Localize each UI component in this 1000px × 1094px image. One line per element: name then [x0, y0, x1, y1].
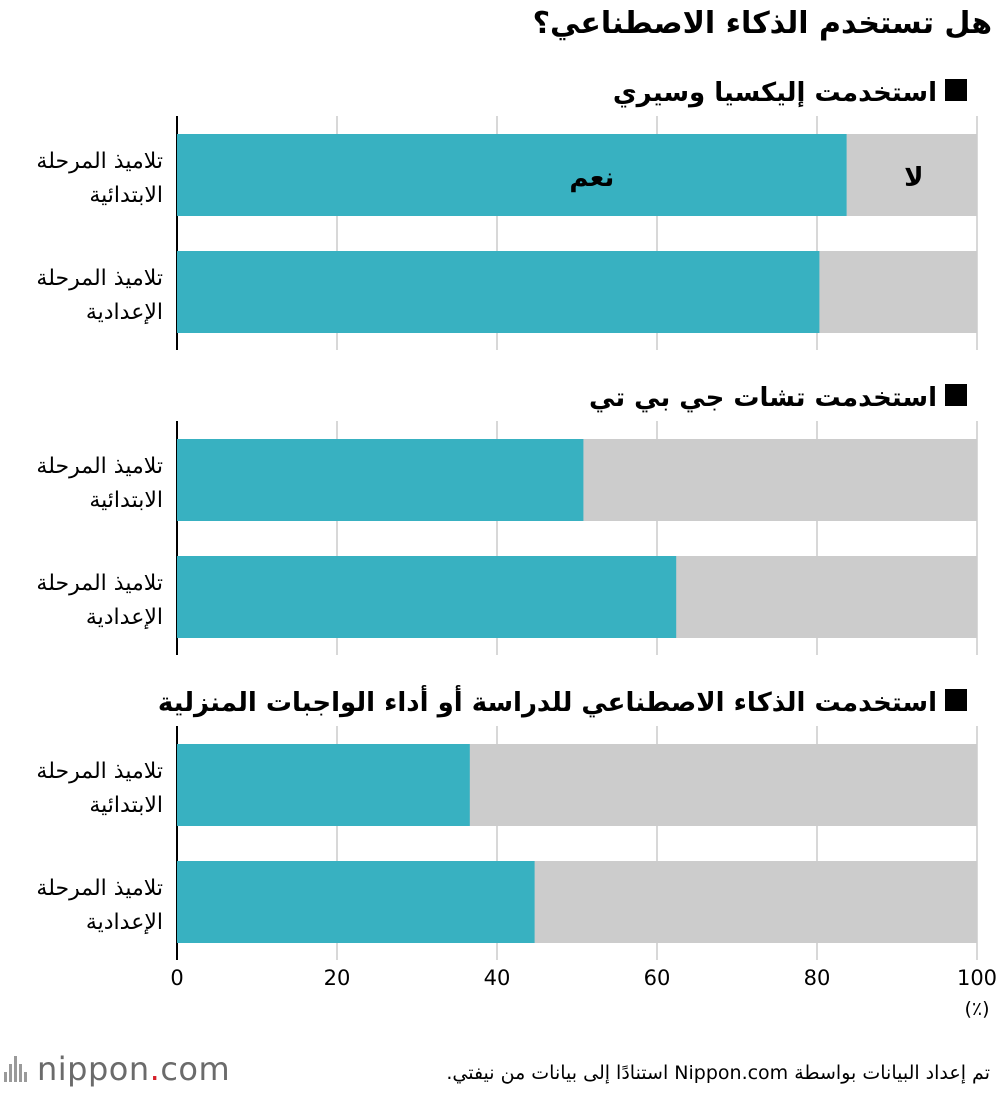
x-tick-label: 80 [804, 966, 831, 990]
category-label: الإعدادية [86, 300, 163, 325]
category-label: الابتدائية [89, 793, 163, 818]
panel-marker-icon [945, 79, 967, 101]
bar-yes [177, 861, 535, 943]
category-label: الإعدادية [86, 910, 163, 935]
source-note: تم إعداد البيانات بواسطة Nippon.com استن… [446, 1062, 990, 1084]
x-tick-label: 0 [170, 966, 183, 990]
category-label: تلاميذ المرحلة [36, 149, 163, 174]
bar-yes [177, 134, 847, 216]
category-label: تلاميذ المرحلة [36, 454, 163, 479]
bar-yes [177, 744, 470, 826]
category-label: الابتدائية [89, 183, 163, 208]
bar-yes [177, 439, 584, 521]
chart-title: هل تستخدم الذكاء الاصطناعي؟ [532, 6, 992, 41]
category-label: الإعدادية [86, 605, 163, 630]
x-tick-label: 40 [484, 966, 511, 990]
x-tick-label: 20 [324, 966, 351, 990]
bar-yes [177, 251, 820, 333]
panel-title: استخدمت الذكاء الاصطناعي للدراسة أو أداء… [158, 685, 937, 718]
logo-text: nippon.com [37, 1050, 231, 1088]
series-label-yes: نعم [569, 163, 614, 193]
category-label: تلاميذ المرحلة [36, 759, 163, 784]
nippon-logo: nippon.com [4, 1050, 230, 1088]
chart-canvas: استخدمت إليكسيا وسيري تلاميذ المرحلة الابت… [36, 78, 997, 1020]
panel-marker-icon [945, 689, 967, 711]
x-tick-label: 100 [957, 966, 997, 990]
x-tick-label: 60 [644, 966, 671, 990]
series-label-no: لا [904, 163, 923, 193]
category-label: تلاميذ المرحلة [36, 266, 163, 291]
panel-marker-icon [945, 384, 967, 406]
category-label: الابتدائية [89, 488, 163, 513]
panel-title: استخدمت تشات جي بي تي [589, 383, 937, 413]
category-label: تلاميذ المرحلة [36, 876, 163, 901]
x-axis-unit: (٪) [964, 998, 989, 1020]
bar-yes [177, 556, 677, 638]
category-label: تلاميذ المرحلة [36, 571, 163, 596]
logo-mark-icon [4, 1056, 29, 1082]
panel-title: استخدمت إليكسيا وسيري [613, 78, 937, 108]
